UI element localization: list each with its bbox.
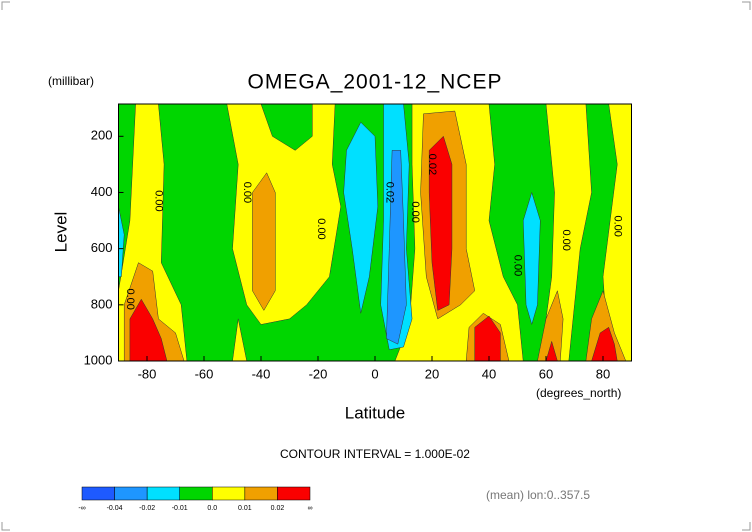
- contour-region: [386, 150, 407, 345]
- y-tick-label: 1000: [84, 352, 113, 367]
- x-unit-label: (degrees_north): [536, 386, 621, 400]
- colorbar-label: 0.01: [238, 505, 252, 512]
- colorbar-label: -0.02: [139, 505, 155, 512]
- colorbar-label: ∞: [308, 505, 313, 512]
- contour-label: 0.02: [426, 154, 438, 175]
- y-tick-label: 400: [91, 184, 113, 199]
- y-unit-label: (millibar): [48, 74, 94, 88]
- contour-label: 0.00: [315, 218, 327, 239]
- contour-label: 0.00: [611, 215, 623, 236]
- colorbar-label: -∞: [78, 505, 85, 512]
- x-tick-label: 60: [539, 366, 553, 381]
- contour-interval: CONTOUR INTERVAL = 1.000E-02: [280, 447, 470, 461]
- corner-mark: [742, 522, 751, 531]
- x-axis-label: Latitude: [345, 403, 406, 422]
- corner-mark: [742, 1, 751, 10]
- colorbar-label: 0.02: [271, 505, 285, 512]
- colorbar-swatch: [81, 486, 115, 501]
- footnote: (mean) lon:0..357.5: [486, 488, 590, 502]
- x-tick-label: 20: [425, 366, 439, 381]
- contour-label: 0.00: [241, 182, 253, 203]
- x-tick-label: -20: [309, 366, 328, 381]
- x-tick-label: -40: [252, 366, 271, 381]
- contour-label: 0.00: [152, 190, 164, 211]
- x-tick-label: -60: [195, 366, 214, 381]
- colorbar-label: 0.0: [207, 505, 217, 512]
- colorbar-swatch: [179, 486, 213, 501]
- colorbar-swatch: [277, 486, 311, 501]
- colorbar-swatch: [114, 486, 148, 501]
- x-tick-label: 80: [596, 366, 610, 381]
- y-tick-label: 200: [91, 128, 113, 143]
- y-tick-label: 800: [91, 296, 113, 311]
- contour-region: [428, 135, 453, 311]
- contour-region: [540, 103, 592, 362]
- contour-label: 0.00: [560, 230, 572, 251]
- contour-region: [522, 191, 541, 326]
- y-axis-label: Level: [51, 212, 70, 253]
- contour-region: [252, 172, 276, 311]
- chart-title: OMEGA_2001-12_NCEP: [248, 71, 503, 94]
- contour-label: 0.00: [409, 201, 421, 222]
- colorbar-label: -0.04: [107, 505, 123, 512]
- contour-label: 0.02: [383, 182, 395, 203]
- colorbar-swatch: [244, 486, 278, 501]
- contour-label: 0.00: [124, 288, 136, 309]
- y-tick-label: 600: [91, 240, 113, 255]
- x-tick-label: 0: [371, 366, 378, 381]
- contour-region: [343, 121, 379, 314]
- contour-label: 0.00: [512, 255, 524, 276]
- colorbar-swatch: [212, 486, 246, 501]
- colorbar-label: -0.01: [172, 505, 188, 512]
- plot-area: 0.00 0.00 0.00 0.00 0.02 0.00 0.02 0.00 0.00 0.00: [118, 103, 632, 362]
- colorbar-swatch: [146, 486, 180, 501]
- corner-mark: [1, 522, 10, 531]
- x-tick-label: -80: [138, 366, 157, 381]
- corner-mark: [1, 1, 10, 10]
- x-tick-label: 40: [482, 366, 496, 381]
